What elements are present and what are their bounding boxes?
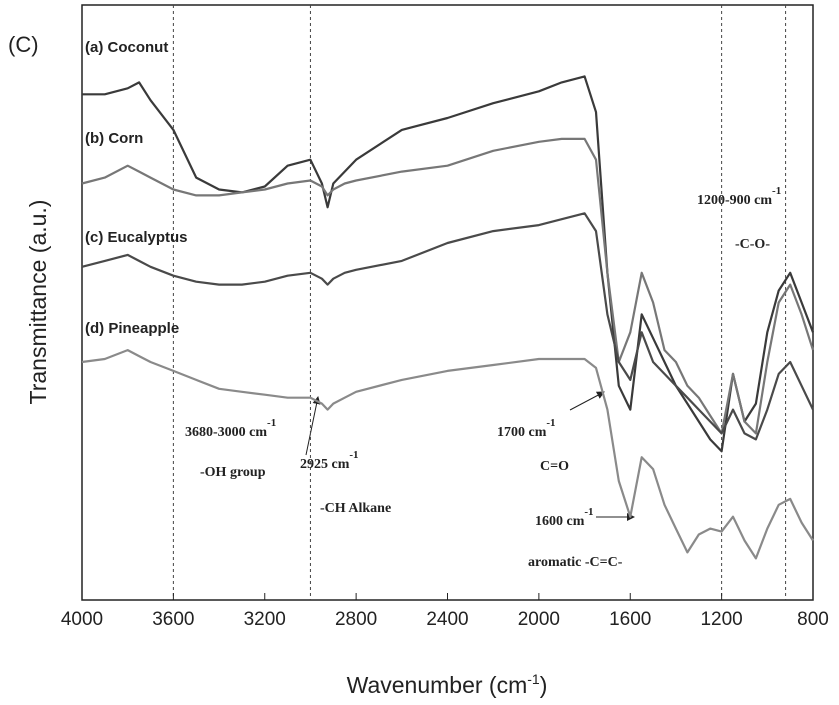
spectrum-line (81, 349, 814, 560)
annotation-text: -OH group (200, 465, 266, 480)
annotation: C=O (540, 459, 569, 474)
x-tick-label: 2800 (335, 609, 377, 630)
x-tick-label: 3200 (244, 609, 286, 630)
x-tick-label: 2400 (426, 609, 468, 630)
annotation: -C-O- (735, 237, 770, 252)
annotation-text: C=O (540, 459, 569, 474)
annotation: -OH group (200, 465, 266, 480)
x-tick-label: 1600 (609, 609, 651, 630)
annotation: 1700 cm-1 (497, 417, 556, 440)
annotation-text: -C-O- (735, 237, 770, 252)
panel-label: (C) (8, 32, 39, 57)
legend-label: (a) Coconut (85, 39, 168, 56)
annotation-sup: -1 (584, 506, 593, 518)
x-tick-label: 1200 (700, 609, 742, 630)
x-axis-label-sup: -1 (527, 671, 540, 687)
x-axis-label: Wavenumber (cm-1) (347, 671, 548, 698)
annotation-text: aromatic -C=C- (528, 555, 623, 570)
annotation-text: 1600 cm (535, 514, 585, 529)
annotation-text: 1700 cm (497, 425, 547, 440)
annotation: 2925 cm-1 (300, 449, 359, 472)
x-axis-label-text: Wavenumber (cm (347, 672, 528, 698)
annotation: -CH Alkane (320, 501, 391, 516)
annotation-text: 1200-900 cm (697, 193, 772, 208)
x-tick-label: 800 (797, 609, 829, 630)
annotation: 1200-900 cm-1 (697, 185, 781, 208)
plot-frame (81, 4, 814, 601)
annotation-sup: -1 (349, 449, 358, 461)
legend-label: (d) Pineapple (85, 320, 179, 337)
x-tick-label: 4000 (61, 609, 103, 630)
annotation: 1600 cm-1 (535, 506, 594, 529)
annotation-text: -CH Alkane (320, 501, 391, 516)
arrow (569, 391, 605, 411)
annotation-text: 3680-3000 cm (185, 425, 267, 440)
x-tick-label: 2000 (518, 609, 560, 630)
annotation: 3680-3000 cm-1 (185, 417, 276, 440)
spectrum-line (81, 137, 815, 435)
legend-label: (c) Eucalyptus (85, 229, 188, 246)
y-axis-label: Transmittance (a.u.) (25, 200, 51, 405)
legend-label: (b) Corn (85, 130, 143, 147)
annotation-sup: -1 (546, 417, 555, 429)
spectrum-line (82, 75, 815, 453)
annotation-text: 2925 cm (300, 457, 350, 472)
x-axis-label-tail: ) (540, 672, 548, 698)
annotation-sup: -1 (772, 185, 781, 197)
annotation-sup: -1 (267, 417, 276, 429)
x-tick-label: 3600 (152, 609, 194, 630)
arrow (305, 396, 321, 456)
annotation: aromatic -C=C- (528, 555, 623, 570)
spectrum-line (81, 212, 814, 441)
